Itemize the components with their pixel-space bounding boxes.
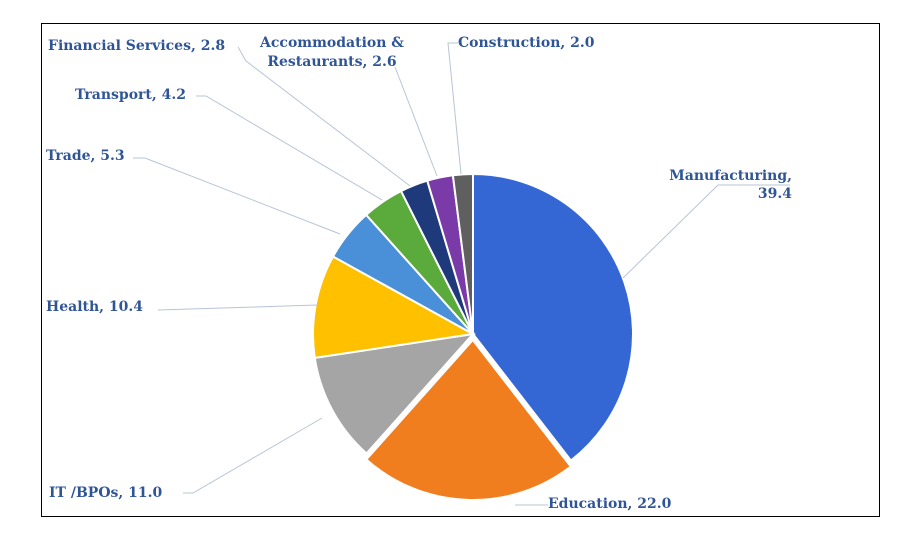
- leader-line: [157, 304, 319, 311]
- leader-line: [622, 184, 790, 279]
- pie-slice-education: [364, 338, 573, 501]
- data-label-health: Health, 10.4: [46, 299, 143, 315]
- data-label-education: Education, 22.0: [548, 496, 672, 512]
- leader-line: [196, 95, 383, 201]
- pie-slice-construction: [451, 172, 474, 335]
- data-label-trade: Trade, 5.3: [46, 148, 125, 164]
- data-label-accommodation-restaurants-line-1: Accommodation &: [259, 35, 404, 51]
- pie-slice-it-bpos: [313, 332, 476, 455]
- data-label-manufacturing-line-1: Manufacturing,: [669, 168, 792, 184]
- leader-line: [183, 417, 323, 494]
- data-label-construction: Construction, 2.0: [458, 35, 595, 51]
- data-label-it-bpos: IT /BPOs, 11.0: [49, 485, 162, 501]
- data-label-financial-services: Financial Services, 2.8: [48, 38, 225, 54]
- pie-slice-manufacturing: [472, 172, 634, 462]
- data-label-accommodation-restaurants-line-2: Restaurants, 2.6: [267, 54, 396, 70]
- leader-line: [237, 46, 411, 187]
- data-label-manufacturing-line-2: 39.4: [758, 186, 792, 202]
- leader-line: [133, 157, 341, 235]
- leader-line: [394, 66, 438, 177]
- data-label-transport: Transport, 4.2: [75, 87, 186, 103]
- leader-line: [447, 42, 462, 175]
- pie-slice-health: [312, 255, 477, 359]
